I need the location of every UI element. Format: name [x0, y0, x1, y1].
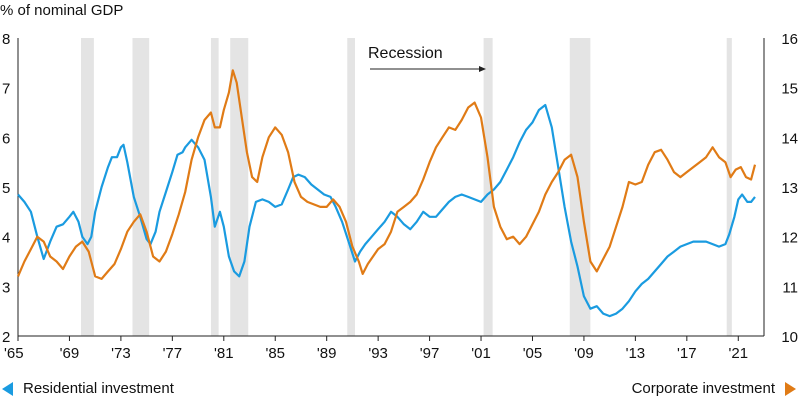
left-axis-unit-label: % of nominal GDP	[0, 2, 123, 19]
recession-band	[210, 38, 219, 336]
right-tick-label: 16	[781, 31, 798, 48]
x-axis-ticks: '65 '69 '73 '77 '81 '85 '89 '93 '97 '01 '05 '09 '13 '…	[4, 336, 748, 362]
x-tick-label: '81	[214, 345, 234, 362]
recession-band	[483, 38, 493, 336]
recession-band	[726, 38, 732, 336]
recession-band	[569, 38, 591, 336]
left-tick-label: 7	[2, 81, 10, 98]
legend-corporate: Corporate investment	[632, 380, 796, 397]
left-tick-label: 5	[2, 180, 10, 197]
x-tick-label: '09	[574, 345, 594, 362]
left-axis-ticks: 2 3 4 5 6 7 8	[2, 31, 10, 346]
left-triangle-icon	[2, 381, 13, 396]
x-tick-label: '17	[677, 345, 697, 362]
recession-arrow-head	[479, 66, 486, 72]
x-tick-label: '69	[60, 345, 80, 362]
recession-band	[132, 38, 150, 336]
recession-band	[81, 38, 94, 336]
x-tick-label: '97	[420, 345, 440, 362]
right-tick-label: 10	[781, 329, 798, 346]
right-tick-label: 14	[781, 130, 798, 147]
x-tick-label: '77	[163, 345, 183, 362]
right-tick-label: 12	[781, 230, 798, 247]
recession-band	[230, 38, 249, 336]
right-tick-label: 11	[782, 279, 798, 296]
recession-band	[347, 38, 355, 336]
right-axis-ticks: 10 11 12 13 14 15 16	[781, 31, 798, 346]
x-tick-label: '89	[317, 345, 337, 362]
series-line-corporate	[16, 69, 757, 280]
x-tick-label: '85	[265, 345, 285, 362]
x-tick-label: '13	[626, 345, 646, 362]
left-tick-label: 2	[2, 329, 10, 346]
left-tick-label: 8	[2, 31, 10, 48]
right-tick-label: 13	[781, 180, 798, 197]
legend-residential: Residential investment	[2, 380, 174, 397]
x-tick-label: '21	[728, 345, 748, 362]
legend-residential-label: Residential investment	[23, 380, 174, 397]
right-triangle-icon	[785, 381, 796, 396]
recession-annotation: Recession	[368, 45, 443, 62]
x-tick-label: '73	[111, 345, 131, 362]
x-tick-label: '05	[523, 345, 543, 362]
x-tick-label: '93	[368, 345, 388, 362]
right-tick-label: 15	[781, 81, 798, 98]
series-layer	[16, 69, 757, 318]
x-tick-label: '01	[471, 345, 491, 362]
left-tick-label: 4	[2, 230, 10, 247]
left-tick-label: 6	[2, 130, 10, 147]
legend-corporate-label: Corporate investment	[631, 380, 775, 397]
x-tick-label: '65	[4, 345, 24, 362]
left-tick-label: 3	[2, 279, 10, 296]
series-line-residential	[17, 103, 756, 318]
